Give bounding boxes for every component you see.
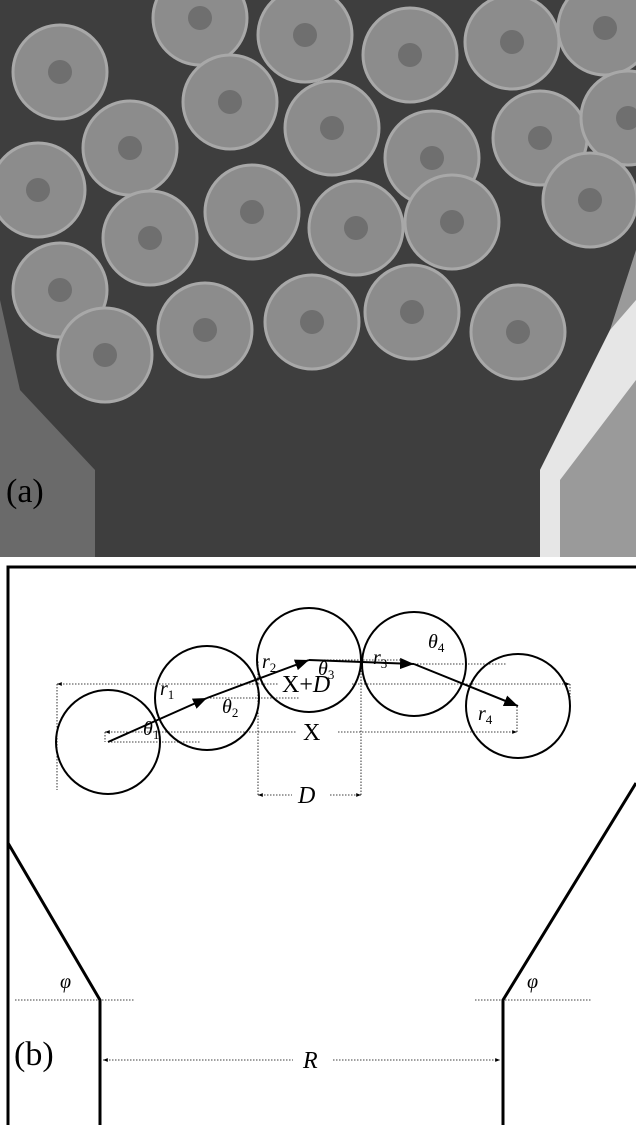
symbol-index: 4 [486,712,493,727]
angle-label: φ [60,971,71,993]
symbol-index: 2 [270,660,277,675]
coin-center [188,6,212,30]
dimension-label: R [302,1048,318,1074]
coin-center [26,178,50,202]
dimension-label: D [297,783,315,809]
coin-center [506,320,530,344]
coin-center [218,90,242,114]
angle-label: φ [527,971,538,993]
symbol-label: θ4 [428,631,445,655]
symbol: θ [428,631,438,653]
coin-center [398,43,422,67]
symbol-index: 2 [232,705,239,720]
symbol: θ [222,696,232,718]
panel-label: (b) [14,1036,54,1073]
coin-center [138,226,162,250]
symbol: r [478,703,486,725]
symbol: θ [318,658,328,680]
coin-center [344,216,368,240]
coin-center [320,116,344,140]
coin-center [528,126,552,150]
symbol-label: r1 [160,678,174,702]
coin-center [400,300,424,324]
symbol-index: 1 [153,727,160,742]
symbol-index: 3 [381,656,388,671]
hopper-wall [503,783,636,1125]
coin-center [48,60,72,84]
coin-center [593,16,617,40]
figure: (a) X+DXDRr1r2r3r4θ1θ2θ3θ4φφ (b) [0,0,636,1125]
photo [0,0,636,557]
dimension-label-part: X+ [282,672,313,698]
symbol-label: r2 [262,651,276,675]
hopper-wall [8,843,100,1125]
coin-center [193,318,217,342]
symbol-label: θ2 [222,696,238,720]
coin-center [48,278,72,302]
coin-center [93,343,117,367]
coin-center [578,188,602,212]
coin-center [293,23,317,47]
symbol-label: r3 [373,647,387,671]
dimension-label: X [303,720,320,746]
symbol: r [160,678,168,700]
coin-center [420,146,444,170]
coin-center [300,310,324,334]
coin-center [240,200,264,224]
symbol-index: 1 [168,687,175,702]
symbol-index: 3 [328,667,335,682]
coin-center [440,210,464,234]
symbol: r [262,651,270,673]
panel-label: (a) [6,473,44,510]
symbol-label: r4 [478,703,493,727]
symbol: r [373,647,381,669]
page: {"panel_a": {"label": "(a)"}, "panel_b":… [0,0,636,1125]
symbol-index: 4 [438,640,445,655]
coin-center [118,136,142,160]
frame [8,567,636,1125]
coin-center [500,30,524,54]
symbol: θ [143,718,153,740]
